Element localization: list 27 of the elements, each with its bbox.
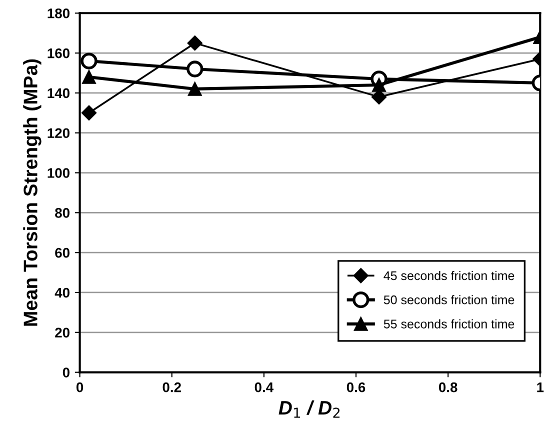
point [186,60,204,78]
x-tick-label: 0.4 [254,382,274,392]
x-tick-label: 1 [537,382,544,392]
point [82,70,96,84]
y-tick-label: 180 [48,8,70,18]
y-tick-label: 140 [48,88,70,98]
legend-label: 55 seconds friction time [384,319,514,328]
legend-label: 50 seconds friction time [384,295,514,304]
x-axis-title: D$_{1}$ / D$_{2}$ [278,400,340,418]
y-tick-label: 160 [48,48,70,58]
y-tick-label: 0 [62,368,70,378]
x-tick-label: 0 [76,382,84,392]
y-tick-label: 100 [48,168,70,178]
point [188,82,202,96]
x-tick-label: 0.8 [438,382,458,392]
x-tick-label: 0.6 [346,382,366,392]
y-tick-label: 40 [54,288,70,298]
y-tick-label: 80 [55,208,70,218]
x-tick-label: 0.2 [162,382,181,392]
point [81,105,97,120]
legend-label: 45 seconds friction time [384,270,514,280]
y-tick-label: 20 [55,328,70,338]
y-axis-title: Mean Torsion Strength (MPa) [23,59,42,326]
y-tick-label: 120 [48,128,70,138]
point [80,52,98,70]
y-tick-label: 60 [55,248,70,258]
point [187,36,202,51]
